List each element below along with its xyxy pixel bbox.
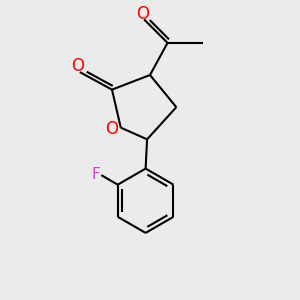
Text: O: O (71, 57, 84, 75)
Text: O: O (105, 120, 118, 138)
Text: O: O (136, 4, 149, 22)
Text: F: F (91, 167, 100, 182)
